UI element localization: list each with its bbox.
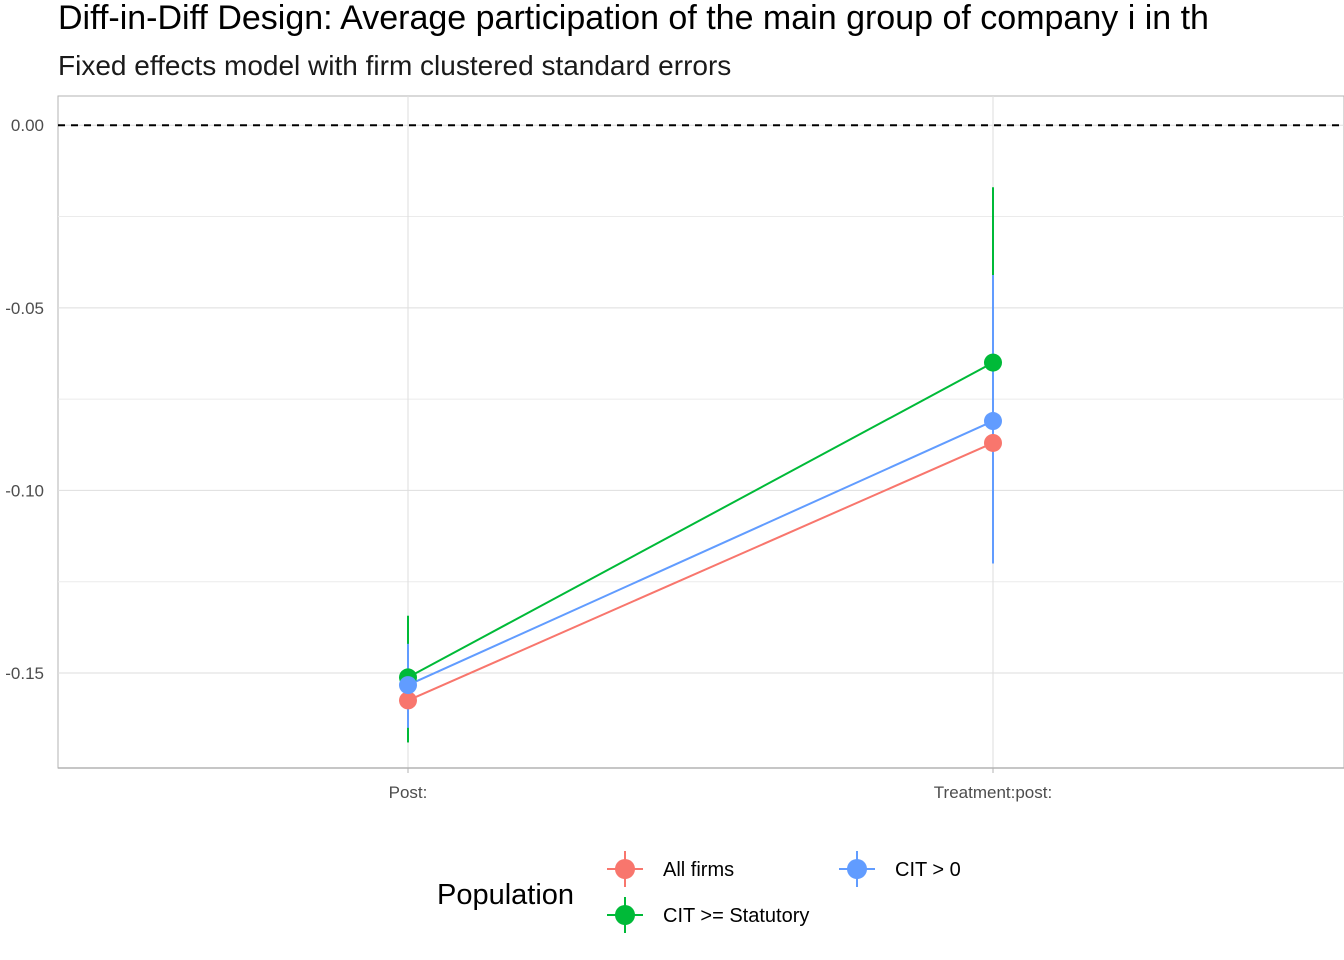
series-line	[407, 420, 994, 687]
legend-key-point	[847, 859, 867, 879]
legend-key-point	[615, 859, 635, 879]
legend-label: CIT >= Statutory	[663, 905, 809, 927]
legend-label: All firms	[663, 859, 734, 881]
y-tick-label: -0.10	[5, 481, 44, 500]
data-point	[399, 676, 417, 695]
data-point	[984, 353, 1002, 372]
x-tick-label: Treatment:post:	[934, 783, 1052, 802]
chart-subtitle: Fixed effects model with firm clustered …	[58, 50, 731, 81]
series-line	[407, 442, 994, 702]
legend-title: Population	[437, 879, 574, 911]
legend-item: CIT > 0	[839, 851, 961, 887]
data-point	[984, 412, 1002, 431]
y-tick-label: -0.15	[5, 664, 44, 683]
x-tick-label: Post:	[389, 783, 428, 802]
legend-key-point	[615, 905, 635, 925]
chart-title: Diff-in-Diff Design: Average participati…	[58, 0, 1209, 37]
legend-item: All firms	[607, 851, 734, 887]
legend: Population All firms CIT >= Statutory CIT …	[437, 851, 961, 933]
series-line	[407, 361, 994, 679]
data-point	[399, 691, 417, 710]
panel-border	[57, 95, 1344, 769]
y-tick-label: 0.00	[11, 116, 44, 135]
data-point	[984, 433, 1002, 452]
legend-item: CIT >= Statutory	[607, 897, 809, 933]
legend-label: CIT > 0	[895, 859, 961, 881]
plot-panel: 0.00 -0.05 -0.10 -0.15 Post: Treatment:post:	[5, 95, 1344, 802]
y-tick-label: -0.05	[5, 299, 44, 318]
